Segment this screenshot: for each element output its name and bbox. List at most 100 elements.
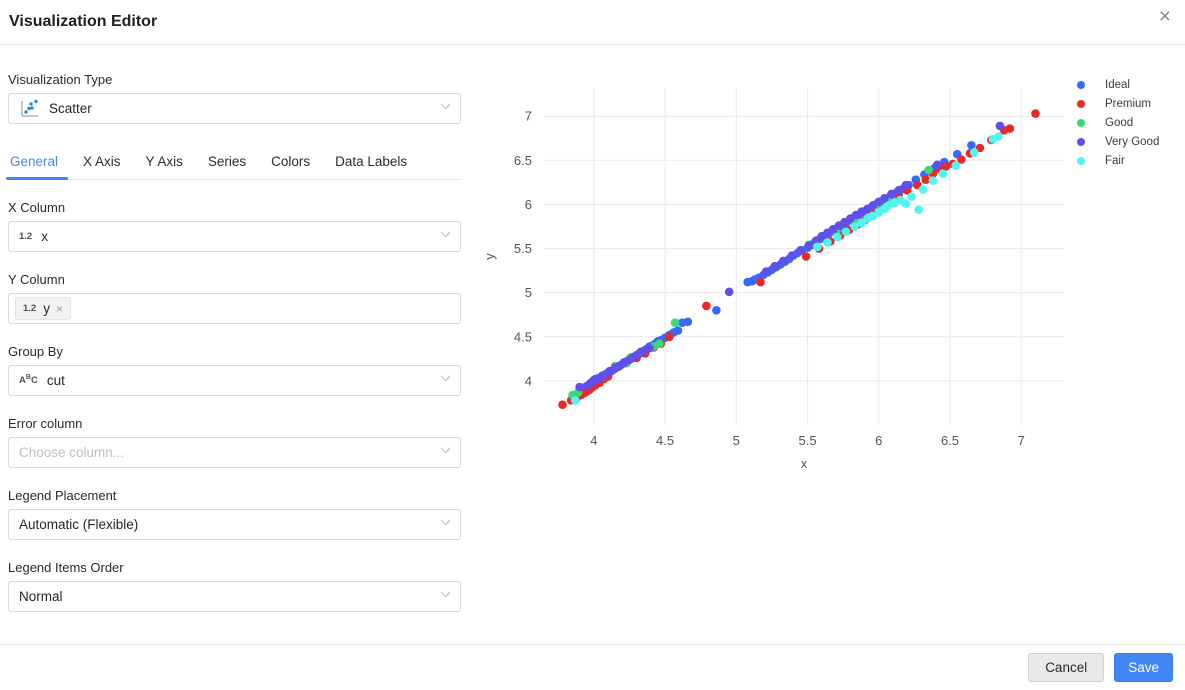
scatter-point[interactable] <box>712 306 721 315</box>
legend-placement-label: Legend Placement <box>8 488 117 503</box>
modal-header: Visualization Editor × <box>0 0 1185 45</box>
scatter-point[interactable] <box>1005 124 1015 133</box>
tab-y-axis[interactable]: Y Axis <box>144 148 185 179</box>
tab-general[interactable]: General <box>5 148 69 180</box>
scatter-point[interactable] <box>787 251 797 260</box>
scatter-point[interactable] <box>921 175 931 184</box>
remove-tag-icon[interactable]: × <box>55 301 63 316</box>
legend-item[interactable]: Very Good <box>1077 132 1185 151</box>
scatter-point[interactable] <box>928 176 938 185</box>
scatter-type-icon <box>19 99 41 119</box>
legend-placement-select[interactable]: Automatic (Flexible) <box>8 509 461 540</box>
svg-text:5: 5 <box>733 433 740 448</box>
scatter-point[interactable] <box>901 199 911 208</box>
legend-dot-icon <box>1077 137 1085 146</box>
scatter-point[interactable] <box>880 194 889 203</box>
legend-item[interactable]: Premium <box>1077 94 1185 113</box>
scatter-point[interactable] <box>967 141 976 150</box>
scatter-point[interactable] <box>655 339 664 349</box>
tab-series[interactable]: Series <box>206 148 248 179</box>
scatter-point[interactable] <box>914 205 923 214</box>
error-column-label: Error column <box>8 416 83 431</box>
group-by-value: cut <box>46 373 65 388</box>
legend-item[interactable]: Fair <box>1077 151 1185 170</box>
scatter-point[interactable] <box>941 162 951 171</box>
scatter-point[interactable] <box>575 382 584 392</box>
close-icon[interactable]: × <box>1158 5 1171 28</box>
legend-items-order-select[interactable]: Normal <box>8 581 461 612</box>
scatter-point[interactable] <box>796 246 805 255</box>
scatter-point[interactable] <box>901 180 911 190</box>
tab-x-axis[interactable]: X Axis <box>81 148 123 179</box>
scatter-point[interactable] <box>813 242 822 252</box>
legend-label: Fair <box>1105 154 1125 167</box>
tab-data-labels[interactable]: Data Labels <box>333 148 409 179</box>
scatter-point[interactable] <box>756 277 765 287</box>
scatter-point[interactable] <box>850 222 859 231</box>
group-by-select[interactable]: ABC cut <box>8 365 461 396</box>
legend-items-order-label: Legend Items Order <box>8 560 124 575</box>
scatter-point[interactable] <box>558 400 567 410</box>
scatter-point[interactable] <box>571 396 580 405</box>
scatter-point[interactable] <box>823 238 832 247</box>
scatter-point[interactable] <box>801 252 811 261</box>
save-button[interactable]: Save <box>1114 653 1173 682</box>
scatter-point[interactable] <box>969 148 979 157</box>
error-column-select[interactable]: Choose column... <box>8 437 461 468</box>
settings-panel: Visualization Type Scatter General <box>5 45 461 612</box>
y-column-tag-value: y <box>43 301 50 316</box>
scatter-point[interactable] <box>887 189 896 199</box>
scatter-point[interactable] <box>645 343 654 353</box>
group-by-label: Group By <box>8 344 63 359</box>
scatter-point[interactable] <box>761 267 771 276</box>
cancel-button[interactable]: Cancel <box>1028 653 1105 682</box>
svg-text:5.5: 5.5 <box>514 241 532 256</box>
scatter-point[interactable] <box>779 256 788 266</box>
scatter-point[interactable] <box>670 318 680 328</box>
x-column-value: x <box>41 229 48 244</box>
svg-text:6.5: 6.5 <box>514 153 532 168</box>
scatter-point[interactable] <box>924 165 933 175</box>
scatter-point[interactable] <box>894 186 903 195</box>
scatter-point[interactable] <box>951 161 960 170</box>
scatter-point[interactable] <box>932 160 942 170</box>
editor-tabs: General X Axis Y Axis Series Colors Data… <box>5 148 461 180</box>
legend-dot-icon <box>1077 99 1085 108</box>
scatter-point[interactable] <box>1031 109 1040 118</box>
svg-text:4: 4 <box>525 373 532 388</box>
text-type-icon: ABC <box>19 374 38 387</box>
scatter-point[interactable] <box>995 121 1005 131</box>
chevron-down-icon <box>440 375 451 385</box>
numeric-type-icon: 1.2 <box>19 231 33 242</box>
legend-dot-icon <box>1077 156 1085 165</box>
x-column-select[interactable]: 1.2 x <box>8 221 461 252</box>
scatter-point[interactable] <box>918 185 928 194</box>
chart-preview: 4 4.5 5 5.5 6 6.5 7 4 4.5 5 5.5 6 6.5 7 x y Ideal Premiu… <box>480 58 1185 488</box>
scatter-point[interactable] <box>994 132 1003 141</box>
scatter-point[interactable] <box>833 232 842 242</box>
visualization-type-select[interactable]: Scatter <box>8 93 461 124</box>
scatter-point[interactable] <box>938 169 948 178</box>
scatter-point[interactable] <box>683 317 693 327</box>
legend-item[interactable]: Good <box>1077 113 1185 132</box>
chevron-down-icon <box>440 231 451 241</box>
scatter-point[interactable] <box>841 227 851 237</box>
chart-legend: Ideal Premium Good Very Good Fair <box>1077 75 1185 170</box>
svg-text:6.5: 6.5 <box>941 433 959 448</box>
scatter-point[interactable] <box>702 301 711 311</box>
scatter-point[interactable] <box>957 155 966 164</box>
tab-colors[interactable]: Colors <box>269 148 312 179</box>
chevron-down-icon <box>440 447 451 457</box>
scatter-point[interactable] <box>665 332 674 342</box>
legend-item[interactable]: Ideal <box>1077 75 1185 94</box>
svg-text:7: 7 <box>1018 433 1025 448</box>
scatter-point[interactable] <box>907 192 916 201</box>
scatter-point[interactable] <box>673 326 683 335</box>
scatter-point[interactable] <box>724 287 734 297</box>
scatter-plot[interactable]: 4 4.5 5 5.5 6 6.5 7 4 4.5 5 5.5 6 6.5 7 x y <box>480 58 1075 476</box>
legend-label: Ideal <box>1105 78 1130 91</box>
scatter-point[interactable] <box>770 261 780 271</box>
y-column-select[interactable]: 1.2 y × <box>8 293 461 324</box>
legend-placement-value: Automatic (Flexible) <box>19 517 139 532</box>
scatter-point[interactable] <box>804 240 814 250</box>
